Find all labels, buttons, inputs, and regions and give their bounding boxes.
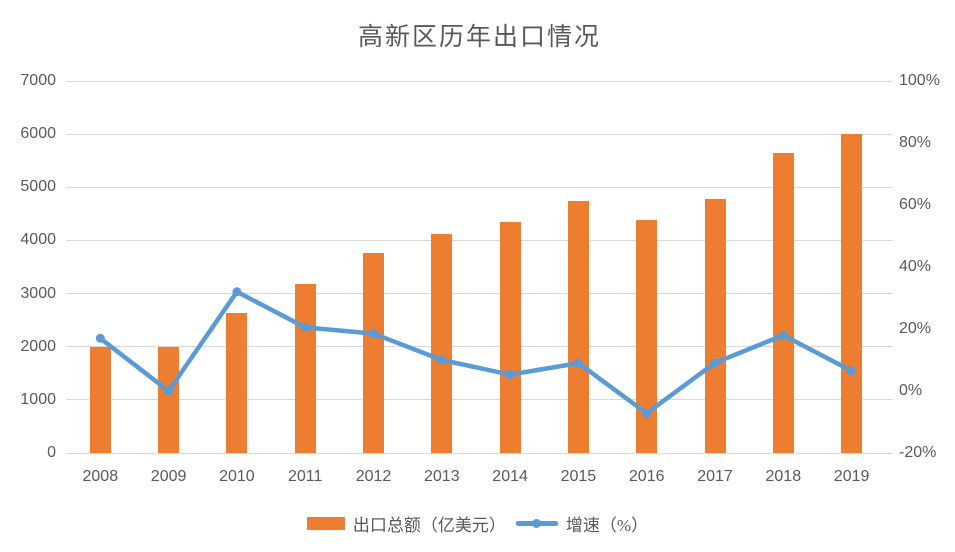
line-series-swatch (515, 518, 558, 528)
gridline-6000 (66, 133, 893, 135)
left-axis-tick: 7000 (20, 72, 56, 89)
right-axis-tick: 0% (899, 382, 923, 399)
right-axis-tick: 100% (899, 72, 940, 89)
line-series-label: 增速（%） (565, 515, 649, 535)
left-axis-tick: 4000 (20, 231, 56, 249)
left-axis-tick: 1000 (20, 390, 56, 408)
x-axis-tick-2011: 2011 (287, 468, 323, 485)
left-axis-tick: 6000 (20, 125, 56, 143)
legend: 出口总额（亿美元） 增速（%） (0, 509, 955, 537)
gridline-5000 (66, 186, 893, 188)
bar-2016 (636, 220, 658, 453)
bar-2013 (431, 233, 453, 453)
left-axis-tick: 0 (47, 444, 56, 461)
bar-2019 (841, 134, 863, 453)
gridline-2000 (66, 346, 893, 348)
growth-marker-2010 (232, 287, 242, 297)
x-axis-tick-2009: 2009 (150, 468, 187, 485)
bar-2015 (567, 200, 589, 453)
gridline-3000 (66, 293, 893, 295)
right-axis-tick: 60% (899, 196, 932, 213)
x-axis-tick-2013: 2013 (424, 468, 460, 485)
growth-marker-2008 (95, 333, 105, 343)
bar-series-label: 出口总额（亿美元） (352, 515, 506, 535)
line-swatch-marker (531, 518, 541, 528)
legend-item-exports: 出口总额（亿美元） (306, 511, 506, 536)
bar-2014 (499, 221, 521, 453)
gridline-1000 (66, 399, 893, 401)
right-axis-tick: -20% (899, 444, 937, 461)
x-axis-tick-2018: 2018 (765, 468, 802, 485)
chart-title: 高新区历年出口情况 (357, 24, 601, 51)
bar-2018 (772, 153, 794, 453)
x-axis-tick-2012: 2012 (355, 468, 392, 485)
bar-2010 (226, 312, 248, 453)
x-axis-tick-2015: 2015 (560, 468, 597, 485)
bar-series-swatch (306, 516, 345, 530)
x-axis-tick-2008: 2008 (82, 468, 119, 485)
bar-2008 (89, 346, 111, 453)
left-axis-tick: 3000 (20, 284, 56, 302)
right-axis-tick: 80% (899, 134, 932, 151)
legend-item-growth: 增速（%） (515, 511, 649, 536)
growth-line (98, 289, 854, 416)
x-axis-tick-2010: 2010 (219, 468, 255, 485)
x-axis-tick-2014: 2014 (492, 468, 528, 485)
left-axis-tick: 5000 (20, 178, 56, 196)
bar-2012 (363, 253, 384, 453)
gridline-7000 (66, 80, 893, 82)
gridline-0 (66, 452, 893, 454)
right-axis-tick: 20% (899, 320, 932, 337)
x-axis-tick-2017: 2017 (697, 468, 733, 485)
gridline-4000 (66, 239, 893, 241)
left-axis-tick: 2000 (20, 337, 56, 355)
x-axis-tick-2016: 2016 (628, 468, 665, 485)
right-axis-tick: 40% (899, 258, 932, 275)
bar-2017 (704, 198, 726, 453)
bar-2009 (158, 346, 180, 453)
bar-2011 (294, 284, 316, 453)
x-axis-tick-2019: 2019 (833, 468, 870, 485)
